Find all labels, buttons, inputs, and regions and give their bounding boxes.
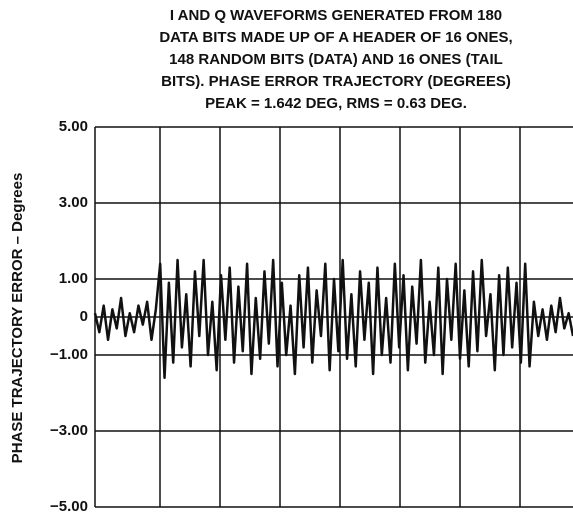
chart-title: BITS). PHASE ERROR TRAJECTORY (DEGREES): [161, 73, 511, 90]
y-tick-label: −3.00: [50, 422, 88, 439]
y-tick-label: −1.00: [50, 346, 88, 363]
chart-title: I AND Q WAVEFORMS GENERATED FROM 180: [170, 7, 502, 24]
y-tick-label: 3.00: [59, 194, 88, 211]
y-tick-label: 1.00: [59, 270, 88, 287]
y-tick-label: 0: [80, 308, 88, 325]
y-axis-label: PHASE TRAJECTORY ERROR – Degrees: [9, 173, 26, 464]
chart-title: 148 RANDOM BITS (DATA) AND 16 ONES (TAIL: [169, 51, 503, 68]
chart-title: PEAK = 1.642 DEG, RMS = 0.63 DEG.: [205, 95, 467, 112]
y-tick-label: −5.00: [50, 498, 88, 515]
y-tick-label: 5.00: [59, 118, 88, 135]
chart-title: DATA BITS MADE UP OF A HEADER OF 16 ONES…: [159, 29, 512, 46]
data-line: [93, 258, 573, 380]
